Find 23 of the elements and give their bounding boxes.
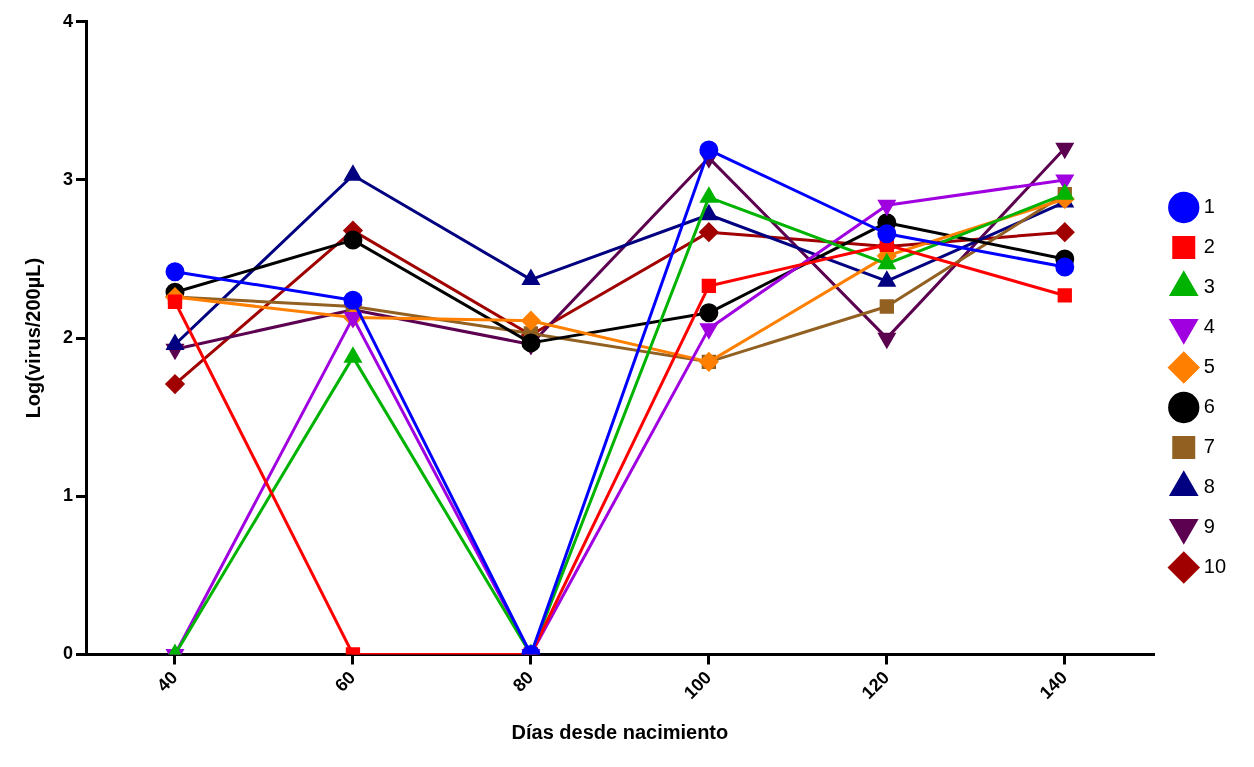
legend-label: 6 [1203, 395, 1215, 418]
legend-label: 8 [1203, 475, 1215, 498]
y-axis-title: Log(virus/200µL) [21, 257, 44, 419]
y-tick-label: 4 [63, 10, 74, 31]
legend-label: 10 [1203, 555, 1226, 578]
x-tick-label: 100 [679, 667, 716, 703]
legend-label: 7 [1203, 435, 1215, 458]
legend-label: 3 [1203, 275, 1215, 298]
legend-label: 4 [1203, 315, 1215, 338]
y-tick-label: 1 [63, 485, 74, 506]
x-tick-label: 60 [330, 667, 360, 696]
legend-label: 1 [1203, 195, 1215, 218]
legend-label: 9 [1203, 515, 1215, 538]
legend-label: 2 [1203, 235, 1215, 258]
y-tick-label: 0 [63, 643, 74, 664]
x-tick-label: 80 [508, 667, 538, 696]
y-tick-label: 2 [63, 327, 74, 348]
x-tick-label: 40 [153, 667, 182, 696]
x-tick-label: 140 [1035, 667, 1072, 703]
legend-label: 5 [1203, 355, 1215, 378]
x-axis-title: Días desde nacimiento [511, 720, 729, 743]
y-tick-label: 3 [63, 168, 74, 189]
x-tick-label: 120 [857, 667, 894, 703]
